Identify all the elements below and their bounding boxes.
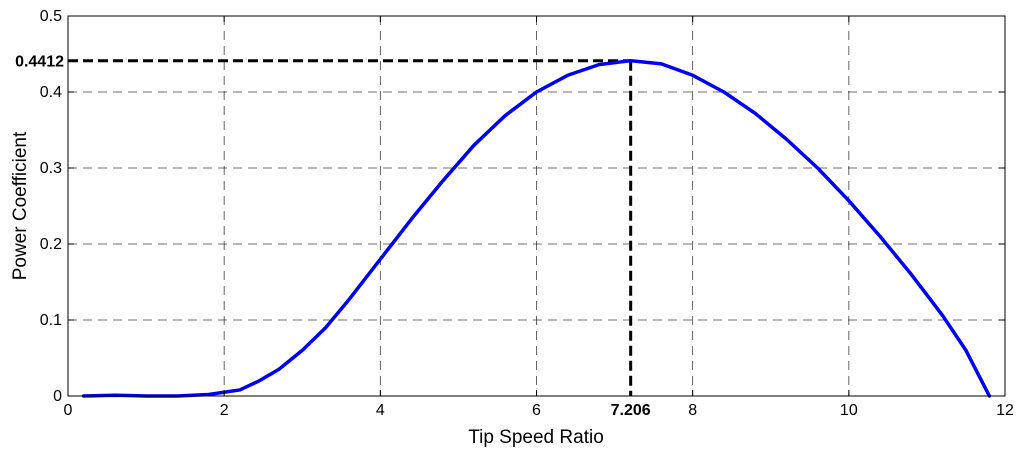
x-tick-label: 10 — [840, 402, 858, 419]
y-tick-label: 0.2 — [40, 236, 62, 253]
peak-y-annotation-label: 0.4412 — [15, 54, 64, 71]
y-tick-label: 0 — [53, 388, 62, 405]
y-axis-label: Power Coefficient — [10, 131, 31, 280]
x-tick-label: 8 — [688, 402, 697, 419]
peak-x-annotation-label: 7.206 — [611, 402, 651, 419]
x-tick-label: 6 — [532, 402, 541, 419]
series-layer — [81, 58, 992, 398]
y-tick-label: 0.1 — [40, 312, 62, 329]
x-tick-label: 4 — [376, 402, 385, 419]
y-tick-label: 0.4 — [40, 84, 62, 101]
y-tick-label: 0.5 — [40, 8, 62, 25]
x-tick-label: 0 — [64, 402, 73, 419]
x-tick-label: 2 — [220, 402, 229, 419]
axis-ticks: 0 2 4 6 8 10 12 0 0.1 0.2 0.3 0.4 0.5 — [40, 8, 1014, 419]
peak-annotation-lines — [68, 59, 633, 396]
series-line — [81, 58, 992, 398]
y-tick-label: 0.3 — [40, 160, 62, 177]
x-tick-label: 12 — [996, 402, 1014, 419]
x-axis-label: Tip Speed Ratio — [468, 427, 604, 448]
